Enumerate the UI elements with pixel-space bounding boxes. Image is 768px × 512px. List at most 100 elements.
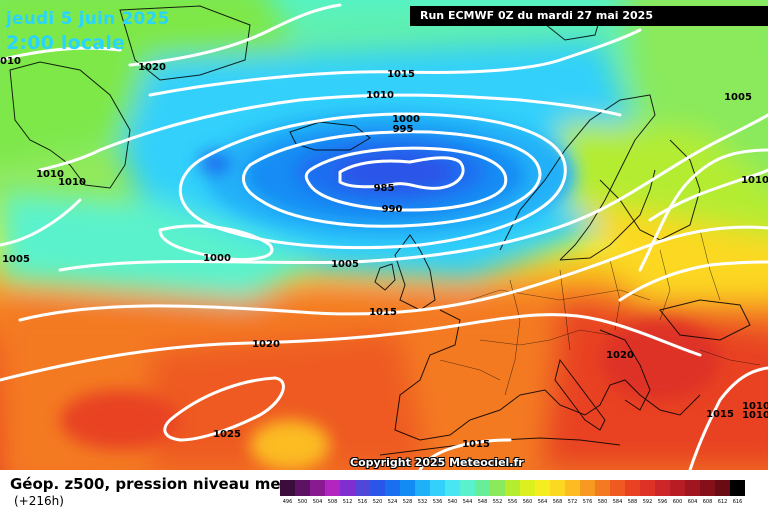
color-scale-label: 576: [582, 499, 593, 505]
color-scale-swatch: [670, 480, 685, 496]
isobar-label: 990: [382, 204, 403, 215]
z500-color-field: [0, 0, 768, 470]
color-scale-label: 596: [657, 499, 668, 505]
color-scale-label: 516: [357, 499, 368, 505]
color-scale-swatch: [460, 480, 475, 496]
isobar-label: 1020: [606, 350, 634, 361]
isobar-label: 1010: [366, 90, 394, 101]
color-scale-swatch: [505, 480, 520, 496]
coastlines: [9, 5, 751, 456]
color-scale-swatch: [610, 480, 625, 496]
color-scale-swatch: [310, 480, 325, 496]
model-run-banner: Run ECMWF 0Z du mardi 27 mai 2025: [410, 6, 768, 26]
color-scale-label: 572: [567, 499, 578, 505]
color-scale-label: 612: [717, 499, 728, 505]
color-scale-label: 564: [537, 499, 548, 505]
isobar-label: 1000: [392, 114, 420, 125]
isobar-label: 1010: [58, 177, 86, 188]
color-scale-label: 608: [702, 499, 713, 505]
isobar-label: 995: [393, 124, 414, 135]
color-scale-swatch: [565, 480, 580, 496]
color-scale-swatch: [550, 480, 565, 496]
forecast-local-time: 2:00 locale: [6, 32, 126, 54]
color-scale-swatch: [715, 480, 730, 496]
color-scale-swatch: [490, 480, 505, 496]
forecast-hour: (+216h): [14, 494, 64, 508]
color-scale-swatch: [640, 480, 655, 496]
isobar-label: 1015: [462, 439, 490, 450]
isobar-labels: 1010 1020 1015 1010 1005 1000 995 985 99…: [0, 56, 768, 450]
map-footer: Géop. z500, pression niveau mer (+216h) …: [0, 470, 768, 512]
color-scale-label: 616: [732, 499, 743, 505]
color-scale-label: 496: [282, 499, 293, 505]
color-scale-label: 604: [687, 499, 698, 505]
isobar-label: 985: [374, 183, 395, 194]
country-borders: [439, 229, 761, 396]
color-scale-label: 508: [327, 499, 338, 505]
color-scale-swatch: [625, 480, 640, 496]
color-scale-label: 536: [432, 499, 443, 505]
color-scale-label: 588: [627, 499, 638, 505]
color-scale-swatch: [280, 480, 295, 496]
color-scale-swatch: [655, 480, 670, 496]
color-scale-label: 524: [387, 499, 398, 505]
color-scale-swatch: [400, 480, 415, 496]
isobar-label: 1015: [369, 307, 397, 318]
color-scale-swatch: [685, 480, 700, 496]
color-scale-label: 584: [612, 499, 623, 505]
color-scale-label: 556: [507, 499, 518, 505]
color-scale-label: 568: [552, 499, 563, 505]
isobar-label: 1015: [387, 69, 415, 80]
color-scale-swatch: [580, 480, 595, 496]
isobar-label: 1025: [213, 429, 241, 440]
isobar-label: 1005: [2, 254, 30, 265]
isobar-label: 1010: [36, 169, 64, 180]
color-scale-swatch: [355, 480, 370, 496]
color-scale-label: 552: [492, 499, 503, 505]
color-scale-swatch: [730, 480, 745, 496]
color-scale-swatch: [415, 480, 430, 496]
field-title: Géop. z500, pression niveau mer: [10, 475, 288, 493]
isobar-label: 1010: [742, 401, 768, 412]
color-scale-label: 520: [372, 499, 383, 505]
color-scale-label: 528: [402, 499, 413, 505]
color-scale-swatch: [475, 480, 490, 496]
color-scale-labels: 496 500 504 508 512 516 520 524 528 532 536 540 544 5…: [280, 499, 745, 505]
color-scale-swatch: [430, 480, 445, 496]
copyright-watermark: Copyright 2025 Meteociel.fr: [350, 456, 524, 469]
isobar-label: 1010: [742, 410, 768, 421]
color-scale-label: 500: [297, 499, 308, 505]
isobar-label: 1005: [724, 92, 752, 103]
geopotential-map: 1010 1020 1015 1010 1005 1000 995 985 99…: [0, 0, 768, 470]
color-scale-label: 512: [342, 499, 353, 505]
color-scale-swatch: [295, 480, 310, 496]
isobar-label: 1020: [252, 339, 280, 350]
isobars: [0, 3, 768, 470]
color-scale-label: 548: [477, 499, 488, 505]
color-scale-label: 580: [597, 499, 608, 505]
color-scale-swatch: [325, 480, 340, 496]
color-scale-swatch: [385, 480, 400, 496]
color-scale-swatch: [595, 480, 610, 496]
isobar-label: 1000: [203, 253, 231, 264]
color-scale-swatch: [700, 480, 715, 496]
isobar-label: 1005: [331, 259, 359, 270]
color-scale-swatch: [520, 480, 535, 496]
color-scale-swatch: [445, 480, 460, 496]
color-scale-label: 540: [447, 499, 458, 505]
color-scale-swatch: [340, 480, 355, 496]
color-scale-label: 532: [417, 499, 428, 505]
color-scale-swatch: [370, 480, 385, 496]
color-scale-label: 504: [312, 499, 323, 505]
color-scale-swatch: [535, 480, 550, 496]
isobar-label: 1020: [138, 62, 166, 73]
isobar-label: 1010: [0, 56, 21, 67]
isobar-label: 1010: [741, 175, 768, 186]
color-scale-label: 592: [642, 499, 653, 505]
color-scale: [280, 480, 745, 496]
color-scale-label: 560: [522, 499, 533, 505]
color-scale-label: 544: [462, 499, 473, 505]
isobar-label: 1015: [706, 409, 734, 420]
forecast-date: jeudi 5 juin 2025: [6, 9, 170, 29]
